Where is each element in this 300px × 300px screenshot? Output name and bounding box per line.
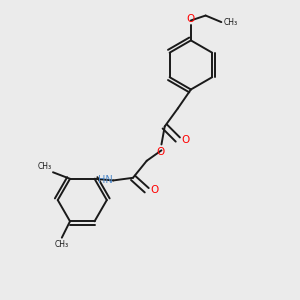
Text: O: O — [157, 147, 165, 157]
Text: CH₃: CH₃ — [37, 162, 51, 171]
Text: O: O — [150, 185, 158, 195]
Text: CH₃: CH₃ — [55, 240, 69, 249]
Text: HN: HN — [98, 176, 112, 185]
Text: O: O — [181, 134, 189, 145]
Text: CH₃: CH₃ — [224, 18, 238, 27]
Text: O: O — [187, 14, 195, 24]
